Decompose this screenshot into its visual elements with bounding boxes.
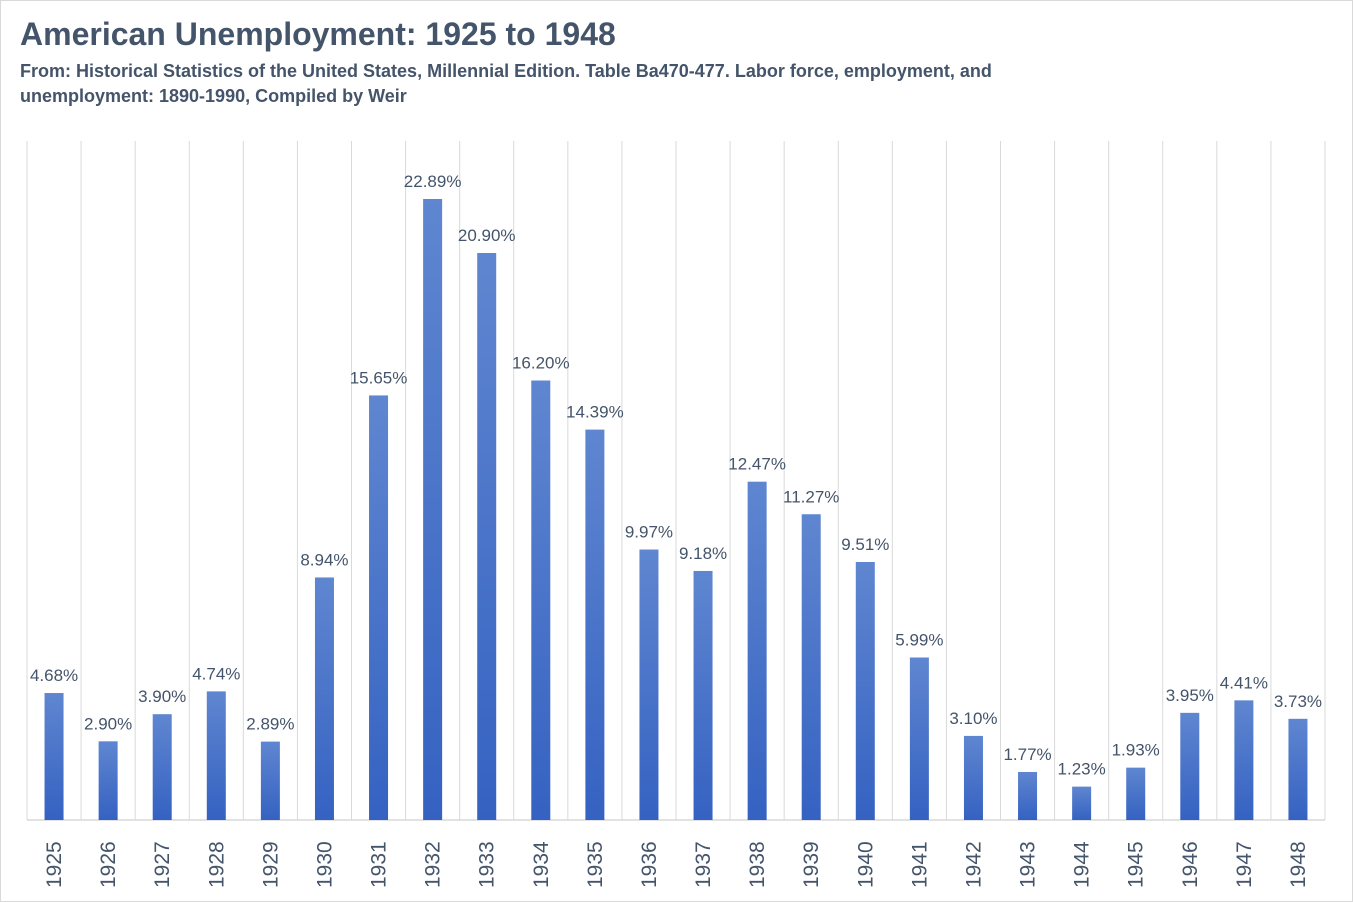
data-label-1942: 3.10% xyxy=(949,709,997,728)
x-tick-1926: 1926 xyxy=(97,841,120,888)
data-label-1932: 22.89% xyxy=(404,172,462,191)
x-tick-1930: 1930 xyxy=(313,841,336,888)
x-tick-1947: 1947 xyxy=(1233,841,1256,888)
data-label-1930: 8.94% xyxy=(300,550,348,569)
chart-subtitle: From: Historical Statistics of the Unite… xyxy=(20,61,992,106)
x-tick-1932: 1932 xyxy=(422,841,445,888)
bar-1930 xyxy=(314,577,334,820)
x-tick-1931: 1931 xyxy=(368,841,391,888)
x-tick-1929: 1929 xyxy=(259,841,282,888)
data-labels: 4.68% 2.90% 3.90% 4.74% 2.89% 8.94% 15.65% 22.8… xyxy=(30,172,1322,779)
x-tick-1943: 1943 xyxy=(1017,841,1040,888)
data-label-1945: 1.93% xyxy=(1112,741,1160,760)
data-label-1936: 9.97% xyxy=(625,523,673,542)
bar-1927 xyxy=(152,714,172,820)
bar-1936 xyxy=(639,549,659,820)
data-label-1933: 20.90% xyxy=(458,226,516,245)
x-tick-1933: 1933 xyxy=(476,841,499,888)
data-label-1939: 11.27% xyxy=(783,487,839,506)
x-tick-1942: 1942 xyxy=(962,841,985,888)
bar-1945 xyxy=(1126,767,1146,820)
data-label-1946: 3.95% xyxy=(1166,686,1214,705)
x-tick-1934: 1934 xyxy=(530,841,553,888)
data-label-1928: 4.74% xyxy=(192,664,240,683)
data-label-1944: 1.23% xyxy=(1058,760,1106,779)
x-tick-1941: 1941 xyxy=(908,841,931,888)
bar-1943 xyxy=(1018,771,1038,820)
bar-1947 xyxy=(1234,700,1254,820)
bar-1942 xyxy=(963,735,983,820)
x-tick-1927: 1927 xyxy=(151,841,174,888)
data-label-1943: 1.77% xyxy=(1003,745,1051,764)
data-label-1940: 9.51% xyxy=(841,535,889,554)
bar-1941 xyxy=(909,657,929,820)
x-tick-1936: 1936 xyxy=(638,841,661,888)
x-tick-1938: 1938 xyxy=(746,841,769,888)
data-label-1926: 2.90% xyxy=(84,714,132,733)
bar-1931 xyxy=(369,395,389,820)
x-tick-1944: 1944 xyxy=(1071,841,1094,888)
x-tick-labels: 1925 1926 1927 1928 1929 1930 1931 1932 1933 1934… xyxy=(43,841,1310,888)
data-label-1938: 12.47% xyxy=(728,455,786,474)
data-label-1941: 5.99% xyxy=(895,630,943,649)
data-label-1929: 2.89% xyxy=(246,715,294,734)
bar-1944 xyxy=(1072,786,1092,820)
bar-1929 xyxy=(260,741,280,820)
bars xyxy=(44,199,1308,821)
x-tick-1940: 1940 xyxy=(854,841,877,888)
bar-1938 xyxy=(747,481,767,820)
x-tick-1945: 1945 xyxy=(1125,841,1148,888)
gridlines xyxy=(26,141,1326,821)
bar-1937 xyxy=(693,570,713,820)
data-label-1937: 9.18% xyxy=(679,544,727,563)
bar-1946 xyxy=(1180,712,1200,820)
bar-1940 xyxy=(855,562,875,820)
bar-1948 xyxy=(1288,718,1308,820)
bar-1934 xyxy=(531,380,551,820)
data-label-1948: 3.73% xyxy=(1274,692,1322,711)
data-label-1935: 14.39% xyxy=(566,403,624,422)
bar-1939 xyxy=(801,514,821,820)
bar-1926 xyxy=(98,741,118,820)
bar-1935 xyxy=(585,429,605,820)
x-tick-1946: 1946 xyxy=(1179,841,1202,888)
data-label-1934: 16.20% xyxy=(512,354,570,373)
bar-1928 xyxy=(206,691,226,820)
bar-1925 xyxy=(44,693,64,820)
chart-title: American Unemployment: 1925 to 1948 xyxy=(20,16,616,52)
x-tick-1928: 1928 xyxy=(205,841,228,888)
data-label-1927: 3.90% xyxy=(138,687,186,706)
bar-1933 xyxy=(477,252,497,821)
data-label-1925: 4.68% xyxy=(30,666,78,685)
x-tick-1948: 1948 xyxy=(1287,841,1310,888)
x-tick-1939: 1939 xyxy=(800,841,823,888)
x-tick-1935: 1935 xyxy=(584,841,607,888)
data-label-1947: 4.41% xyxy=(1220,673,1268,692)
x-tick-1925: 1925 xyxy=(43,841,66,888)
data-label-1931: 15.65% xyxy=(350,368,408,387)
x-tick-1937: 1937 xyxy=(692,841,715,888)
bar-1932 xyxy=(423,199,443,820)
